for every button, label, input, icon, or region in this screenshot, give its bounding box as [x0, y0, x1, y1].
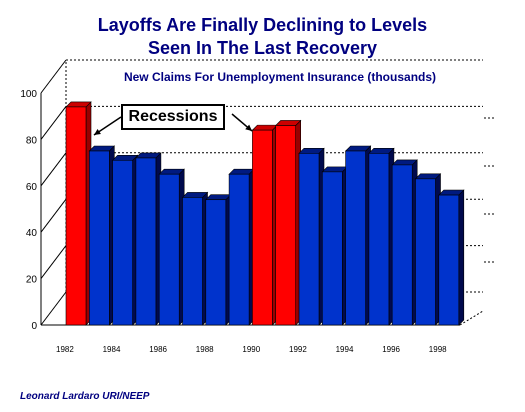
- wall-tick-diagonal: [40, 152, 67, 187]
- callout-arrow-right-head: [245, 124, 252, 131]
- bar-1983: [89, 150, 110, 326]
- wall-tick-diagonal: [40, 291, 67, 326]
- bar-1994: [345, 150, 366, 326]
- y-tick-label: 80: [26, 135, 38, 146]
- bar-1995: [368, 153, 390, 326]
- bar-1996: [391, 164, 413, 326]
- bar-1997: [415, 178, 436, 326]
- floor-right-edge: [459, 310, 484, 326]
- x-tick-label: 1994: [336, 345, 354, 354]
- y-tick-label: 20: [26, 275, 38, 286]
- bar-1992: [298, 153, 320, 326]
- bar-1987: [182, 197, 203, 326]
- bar-1984: [112, 159, 133, 326]
- bar-1986: [158, 173, 180, 326]
- bar-1989: [228, 173, 250, 326]
- callout-arrow-left-head: [94, 128, 101, 135]
- x-tick-label: 1990: [242, 345, 260, 354]
- bar-recession-1982: [65, 106, 87, 326]
- bar-1998: [438, 194, 460, 326]
- x-tick-label: 1992: [289, 345, 307, 354]
- recessions-callout: Recessions: [121, 104, 225, 130]
- x-tick-label: 1984: [103, 345, 121, 354]
- wall-tick-diagonal: [40, 245, 67, 279]
- x-tick-label: 1996: [382, 345, 400, 354]
- chart-subtitle: New Claims For Unemployment Insurance (t…: [123, 70, 437, 84]
- x-tick-label: 1988: [196, 345, 214, 354]
- title-line-2: Seen In The Last Recovery: [147, 38, 378, 58]
- x-tick-label: 1986: [149, 345, 167, 354]
- y-tick-label: 40: [26, 228, 38, 239]
- bar-recession-1991: [275, 125, 297, 326]
- author-credit: Leonard Lardaro URI/NEEP: [20, 391, 150, 402]
- bar-side: [458, 189, 465, 326]
- y-tick-label: 100: [20, 89, 37, 100]
- title-line-1: Layoffs Are Finally Declining to Levels: [97, 15, 428, 35]
- wall-tick-diagonal: [40, 59, 67, 94]
- y-tick-label: 60: [26, 182, 38, 193]
- wall-tick-diagonal: [40, 198, 67, 233]
- bar-1985: [135, 157, 157, 326]
- x-tick-label: 1982: [56, 345, 74, 354]
- chart-title: Layoffs Are Finally Declining to Levels …: [0, 14, 525, 60]
- bar-1993: [321, 171, 343, 326]
- bar-1988: [205, 199, 227, 326]
- x-tick-label: 1998: [429, 345, 447, 354]
- y-tick-label: 0: [31, 321, 37, 332]
- bar-recession-1990: [252, 129, 273, 326]
- wall-tick-diagonal: [40, 106, 67, 140]
